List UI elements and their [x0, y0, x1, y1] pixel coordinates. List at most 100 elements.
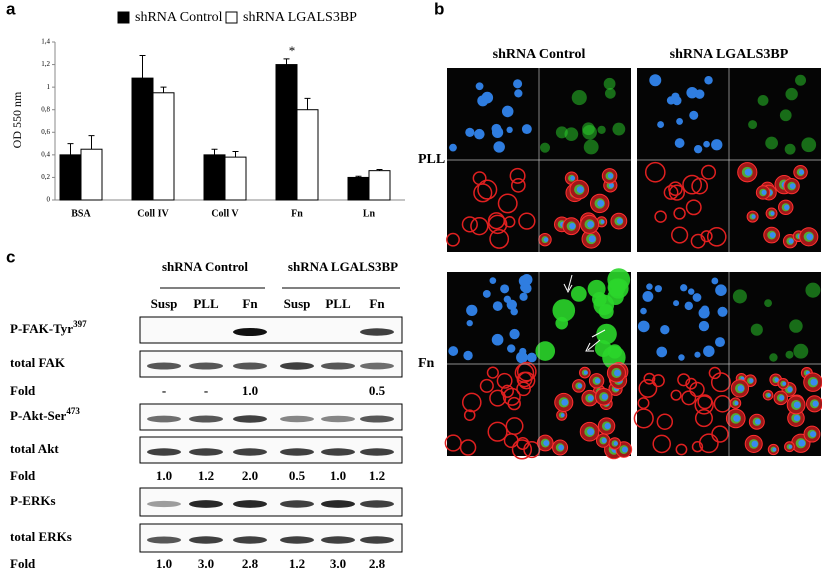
row-label: Fn [418, 356, 435, 371]
blot-band [360, 500, 394, 508]
green-stain [779, 109, 792, 122]
blot-frame [139, 350, 403, 378]
nucleus [779, 395, 785, 401]
bar [80, 148, 103, 201]
nucleus [475, 82, 484, 91]
nucleus [689, 110, 699, 120]
red-stain [518, 212, 536, 230]
nucleus [751, 214, 756, 219]
y-axis-label: OD 550 nm [10, 91, 24, 148]
bar [152, 92, 175, 201]
green-stain [612, 122, 626, 136]
nucleus [788, 238, 794, 244]
blot-band [147, 500, 181, 508]
error-bar [88, 135, 95, 150]
micrograph [637, 68, 821, 252]
y-tick-label: 0,4 [41, 150, 50, 158]
bar [224, 156, 247, 201]
blot-band [360, 536, 394, 544]
blot-band [360, 328, 394, 336]
nucleus [761, 189, 767, 195]
nucleus [694, 89, 705, 99]
red-stain [638, 378, 658, 398]
nucleus [715, 284, 727, 296]
micrograph [446, 68, 631, 252]
nucleus [587, 220, 594, 228]
nucleus [656, 346, 668, 358]
nucleus [465, 127, 475, 137]
blot-band [321, 500, 355, 508]
red-stain [502, 387, 521, 406]
blot-frame [139, 436, 403, 464]
red-stain [489, 389, 507, 407]
fold-value: 2.8 [369, 556, 386, 570]
row-label: total Akt [10, 441, 59, 456]
nucleus [493, 141, 505, 153]
red-stain [701, 164, 717, 180]
blot-frame [139, 487, 403, 517]
red-stain [643, 372, 656, 385]
nucleus [506, 299, 517, 310]
nucleus [594, 378, 601, 384]
green-stain [539, 142, 551, 153]
nucleus [787, 386, 793, 393]
legend-label: shRNA LGALS3BP [243, 10, 357, 25]
blot-band [360, 415, 394, 423]
nucleus [491, 333, 504, 346]
fold-value: 0.5 [369, 383, 386, 398]
nucleus [774, 377, 779, 382]
nucleus [500, 284, 510, 294]
red-stain [446, 232, 460, 247]
arrow [563, 274, 573, 294]
blot-frame [139, 316, 403, 344]
nucleus [448, 346, 459, 356]
bar [203, 154, 226, 201]
nucleus [506, 126, 513, 134]
red-stain [503, 216, 516, 228]
green-stain [583, 139, 599, 155]
red-stain [479, 378, 494, 393]
nucleus [513, 79, 523, 89]
red-stain [487, 214, 508, 235]
nucleus [482, 289, 491, 298]
nucleus [543, 440, 550, 446]
fold-value: 1.2 [369, 468, 385, 483]
nucleus [561, 398, 569, 406]
nucleus [509, 328, 520, 340]
nucleus [654, 285, 662, 293]
blot-band [233, 415, 267, 423]
row-label: total FAK [10, 355, 66, 370]
red-stain [673, 207, 686, 220]
nucleus [769, 232, 776, 238]
nucleus [684, 301, 693, 311]
bar [296, 109, 319, 201]
nucleus [519, 347, 527, 356]
row-label: Fold [10, 468, 36, 483]
nucleus [666, 96, 676, 105]
nucleus [793, 414, 801, 422]
green-stain [571, 90, 587, 106]
blot-band [321, 415, 355, 423]
nucleus [507, 344, 516, 353]
blot-band [280, 448, 314, 456]
column-header: shRNA Control [493, 47, 586, 62]
nucleus [703, 345, 715, 357]
nucleus [789, 183, 796, 189]
nucleus [604, 422, 611, 430]
error-bar [283, 58, 290, 65]
x-tick-label: Coll IV [137, 208, 169, 219]
green-stain [801, 137, 817, 153]
red-stain [516, 436, 530, 450]
fold-value: 1.0 [242, 383, 258, 398]
row-label-text: P-ERKs [10, 493, 56, 508]
red-stain [668, 184, 686, 201]
red-stain [461, 392, 482, 413]
error-bar [355, 175, 362, 178]
lane-label: PLL [325, 296, 351, 311]
nucleus [772, 447, 777, 452]
row-label: total ERKs [10, 529, 72, 544]
lane-label: Susp [284, 296, 311, 311]
nucleus [657, 121, 665, 129]
nucleus [621, 446, 628, 453]
